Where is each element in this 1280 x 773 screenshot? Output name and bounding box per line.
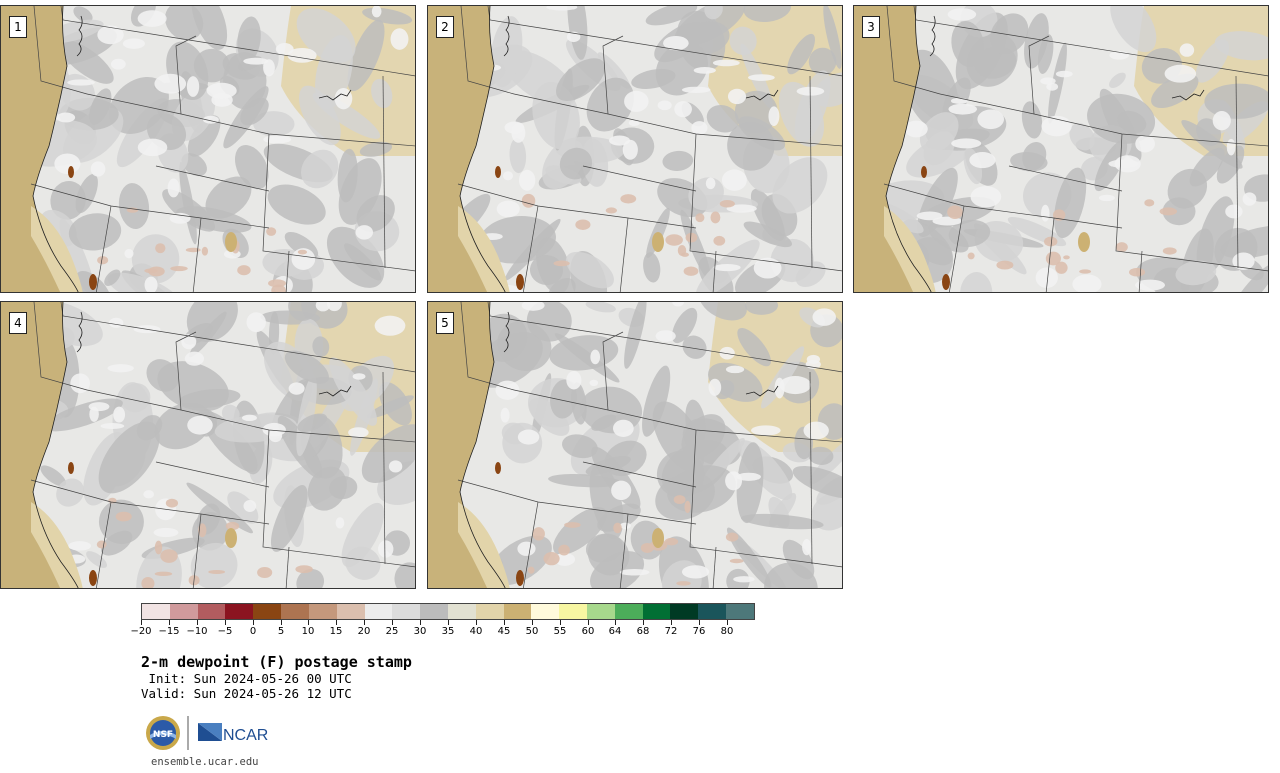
colorbar-segment — [503, 604, 532, 619]
colorbar-tick-label: 25 — [385, 626, 399, 637]
colorbar-tick-label: 10 — [301, 626, 315, 637]
init-time: Init: Sun 2024-05-26 00 UTC — [141, 671, 352, 686]
site-url: ensemble.ucar.edu — [151, 756, 259, 768]
postage-stamp-panel-4: 4 — [0, 301, 416, 589]
colorbar-segment — [614, 604, 643, 619]
dewpoint-map-icon — [854, 6, 1268, 292]
colorbar-segment — [225, 604, 254, 619]
colorbar-tick-label: 5 — [277, 626, 285, 637]
ncar-logo-icon: NCAR — [198, 723, 268, 744]
colorbar-tick-label: 30 — [413, 626, 427, 637]
colorbar-tick-label: 45 — [497, 626, 511, 637]
member-number-label: 3 — [862, 16, 880, 38]
colorbar-segment — [698, 604, 727, 619]
colorbar-tick-label: 0 — [249, 626, 257, 637]
member-number-label: 5 — [436, 312, 454, 334]
colorbar-segment — [531, 604, 560, 619]
colorbar-tick-label: 76 — [692, 626, 706, 637]
colorbar-tick — [699, 620, 700, 625]
colorbar-tick — [253, 620, 254, 625]
valid-time: Valid: Sun 2024-05-26 12 UTC — [141, 686, 352, 701]
colorbar-tick — [615, 620, 616, 625]
postage-stamp-panel-1: 1 — [0, 5, 416, 293]
colorbar-segment — [197, 604, 226, 619]
colorbar-tick-label: 50 — [525, 626, 539, 637]
colorbar-tick-label: 20 — [357, 626, 371, 637]
member-number-label: 1 — [9, 16, 27, 38]
colorbar-tick-label: −5 — [217, 626, 233, 637]
colorbar-tick — [197, 620, 198, 625]
colorbar-tick — [671, 620, 672, 625]
product-title: 2-m dewpoint (F) postage stamp — [141, 653, 412, 671]
colorbar-segment — [253, 604, 282, 619]
dewpoint-colorbar — [141, 603, 755, 620]
colorbar-segment — [336, 604, 365, 619]
colorbar-segment — [670, 604, 699, 619]
colorbar-segment — [587, 604, 615, 619]
colorbar-tick-label: 60 — [581, 626, 595, 637]
postage-stamp-panel-2: 2 — [427, 5, 843, 293]
colorbar-tick — [169, 620, 170, 625]
colorbar-tick-label: 68 — [636, 626, 650, 637]
colorbar-tick-label: 55 — [553, 626, 567, 637]
colorbar-tick-label: 40 — [469, 626, 483, 637]
colorbar-segment — [308, 604, 337, 619]
postage-stamp-panel-5: 5 — [427, 301, 843, 589]
colorbar-tick — [308, 620, 309, 625]
colorbar-tick — [588, 620, 589, 625]
colorbar-tick — [364, 620, 365, 625]
colorbar-tick — [476, 620, 477, 625]
ncar-logo-text: NCAR — [223, 727, 268, 744]
colorbar-segment — [726, 604, 754, 619]
dewpoint-map-icon — [1, 302, 415, 588]
colorbar-segment — [169, 604, 198, 619]
colorbar-ticks: −20 −15 −10 −5 0 5 10 15 20 25 30 35 40 45 50 55 60 64 68 7… — [130, 620, 755, 640]
dewpoint-map-icon — [1, 6, 415, 292]
colorbar-tick-label: 80 — [720, 626, 734, 637]
colorbar-segment — [392, 604, 421, 619]
colorbar-tick — [225, 620, 226, 625]
colorbar-segment — [447, 604, 476, 619]
colorbar-tick-label: 64 — [608, 626, 622, 637]
colorbar-tick-label: 72 — [664, 626, 678, 637]
colorbar-segment — [475, 604, 504, 619]
colorbar-segment — [559, 604, 587, 619]
nsf-ncar-logos: NSF NCAR — [146, 716, 268, 750]
nsf-logo-icon: NSF — [146, 716, 180, 750]
colorbar-tick — [560, 620, 561, 625]
colorbar-tick-label: −15 — [158, 626, 180, 637]
colorbar-tick — [141, 620, 142, 625]
colorbar-tick — [532, 620, 533, 625]
colorbar-tick — [420, 620, 421, 625]
colorbar-tick — [504, 620, 505, 625]
dewpoint-map-icon — [428, 302, 842, 588]
nsf-logo-text: NSF — [153, 730, 173, 740]
colorbar-segment — [420, 604, 448, 619]
colorbar-tick — [448, 620, 449, 625]
member-number-label: 4 — [9, 312, 27, 334]
colorbar-tick — [727, 620, 728, 625]
colorbar-segment — [364, 604, 393, 619]
colorbar-tick-label: 35 — [441, 626, 455, 637]
colorbar-tick-label: 15 — [329, 626, 343, 637]
colorbar-tick — [392, 620, 393, 625]
colorbar-segment — [142, 604, 170, 619]
member-number-label: 2 — [436, 16, 454, 38]
colorbar-segment — [281, 604, 309, 619]
dewpoint-map-icon — [428, 6, 842, 292]
colorbar-tick — [643, 620, 644, 625]
colorbar-tick-label: −10 — [186, 626, 208, 637]
colorbar-tick — [336, 620, 337, 625]
colorbar-tick — [281, 620, 282, 625]
colorbar-tick-label: −20 — [130, 626, 152, 637]
postage-stamp-panel-3: 3 — [853, 5, 1269, 293]
colorbar-segment — [642, 604, 671, 619]
